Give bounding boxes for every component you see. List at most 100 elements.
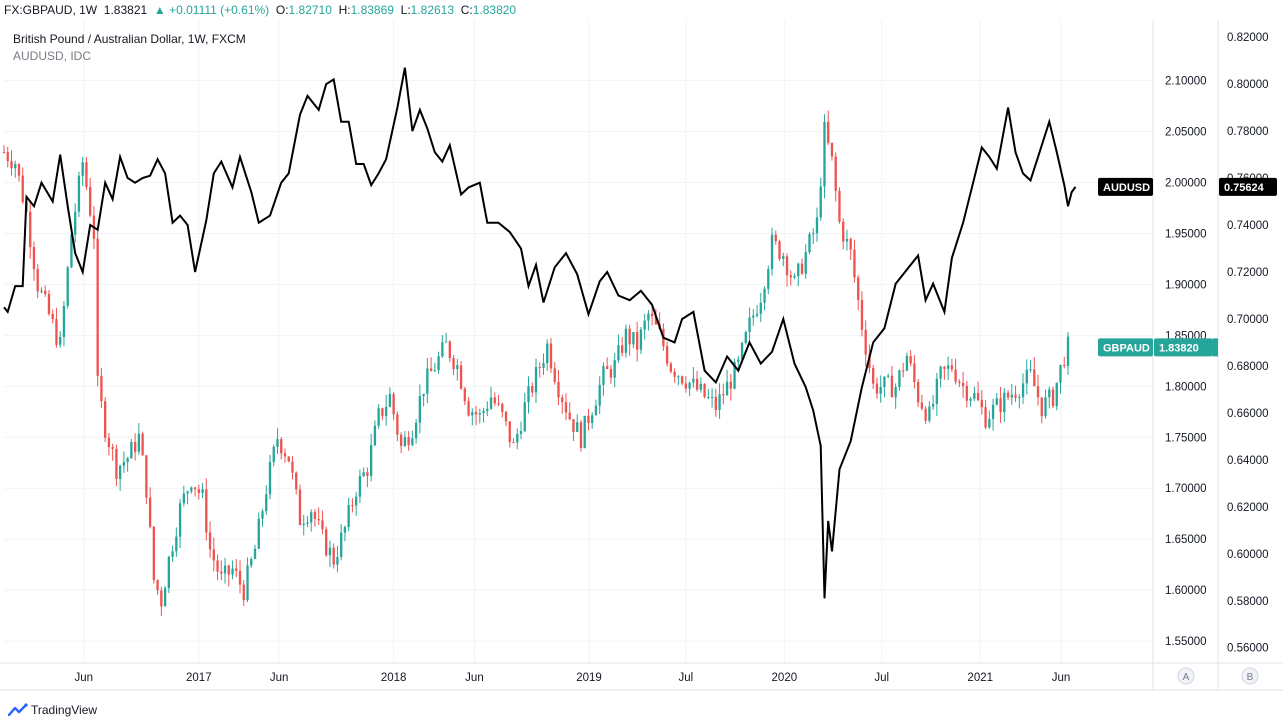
candle-body (474, 412, 478, 415)
candle-body (815, 217, 819, 234)
candle-body (74, 211, 77, 235)
candle-body (504, 411, 508, 422)
candle-body (1025, 369, 1028, 384)
candle-body (887, 375, 890, 377)
candle-body (216, 560, 219, 572)
candle-body (830, 142, 834, 157)
candle-body (583, 415, 586, 449)
candle-body (834, 156, 837, 191)
candle-body (429, 368, 433, 372)
candle-body (306, 522, 309, 524)
main-series-title[interactable]: British Pound / Australian Dollar, 1W, F… (13, 32, 246, 46)
candle-body (1059, 364, 1062, 383)
candle-body (190, 487, 193, 492)
candle-body (414, 422, 418, 439)
candle-body (1040, 397, 1043, 417)
time-tick-label: 2020 (772, 672, 798, 684)
symbol-label[interactable]: FX:GBPAUD, 1W (4, 3, 98, 17)
candle-body (433, 370, 437, 372)
candle-body (156, 580, 159, 591)
candle-body (684, 383, 688, 389)
tradingview-brand[interactable]: TradingView (31, 703, 98, 717)
candle-body (613, 360, 616, 378)
close-label: C: (460, 3, 473, 17)
candle-body (737, 359, 740, 362)
candle-body (459, 365, 463, 389)
audusd-last-price-badge-text: 0.75624 (1224, 182, 1265, 194)
change-up-arrow-icon: ▲ (153, 3, 166, 17)
audusd-tick-label: 0.62000 (1227, 502, 1269, 514)
candle-body (265, 494, 268, 512)
candle-body (130, 441, 133, 459)
candle-body (688, 382, 691, 389)
low-label: L: (400, 3, 411, 17)
candle-body (635, 332, 639, 350)
time-tick-label: Jul (679, 672, 694, 684)
gbpaud-tick-label: 1.60000 (1165, 585, 1207, 597)
time-tick-label: 2018 (381, 672, 407, 684)
candle-body (744, 332, 747, 343)
gbpaud-price-scale[interactable]: 2.100002.050002.000001.950001.900001.850… (1165, 76, 1207, 648)
candle-body (935, 378, 939, 404)
candle-body (860, 299, 864, 330)
candle-body (542, 363, 545, 368)
candle-body (392, 393, 395, 415)
candle-body (287, 456, 290, 462)
scale-button-0 (1177, 667, 1195, 685)
audusd-line (3, 67, 1077, 599)
audusd-price-scale[interactable]: 0.820000.800000.780000.760000.740000.720… (1227, 32, 1269, 655)
candle-body (991, 404, 995, 419)
candle-body (714, 396, 717, 410)
candle-body (958, 381, 961, 383)
open-label: O: (275, 3, 289, 17)
candle-body (148, 497, 152, 527)
candle-body (879, 387, 882, 394)
candle-body (1066, 336, 1070, 366)
candle-body (489, 397, 493, 409)
candle-body (366, 472, 369, 476)
candle-body (725, 381, 729, 396)
candle-body (995, 398, 998, 405)
time-scale[interactable]: Jun 2017 Jun 2018 Jun 2019 Jul 2020 Jul 2021 Jun (74, 672, 1070, 684)
candle-body (1006, 392, 1010, 398)
gbpaud-tick-label: 1.65000 (1165, 534, 1207, 546)
candle-body (163, 588, 167, 607)
candle-body (227, 565, 230, 575)
candle-body (1036, 386, 1040, 398)
audusd-tick-label: 0.68000 (1227, 361, 1269, 373)
candle-body (748, 317, 751, 333)
candle-body (928, 406, 931, 421)
candle-body (827, 121, 830, 143)
candle-body (755, 313, 759, 316)
candle-body (40, 290, 43, 292)
candle-body (407, 437, 410, 446)
time-tick-label: Jun (1052, 672, 1071, 684)
gbpaud-tick-label: 1.55000 (1165, 636, 1207, 648)
candle-body (437, 356, 440, 371)
candle-body (512, 442, 515, 444)
candle-body (302, 523, 305, 526)
candle-body (208, 532, 212, 550)
candle-body (66, 267, 69, 306)
candle-body (875, 383, 879, 394)
candle-body (770, 234, 774, 270)
candle-body (531, 386, 534, 393)
candle-body (29, 211, 32, 247)
candle-body (10, 161, 13, 169)
candle-body (441, 342, 444, 357)
candle-body (808, 234, 811, 253)
time-tick-label: Jun (465, 672, 484, 684)
overlay-series-title[interactable]: AUDUSD, IDC (13, 49, 92, 63)
candle-body (70, 234, 73, 268)
candle-body (62, 305, 66, 337)
candle-body (898, 370, 901, 388)
candle-body (17, 164, 21, 176)
candle-body (448, 341, 451, 359)
audusd-tick-label: 0.70000 (1227, 314, 1269, 326)
candle-body (145, 455, 148, 498)
candle-body (549, 343, 553, 369)
candle-body (733, 361, 736, 389)
candle-body (1044, 397, 1047, 417)
